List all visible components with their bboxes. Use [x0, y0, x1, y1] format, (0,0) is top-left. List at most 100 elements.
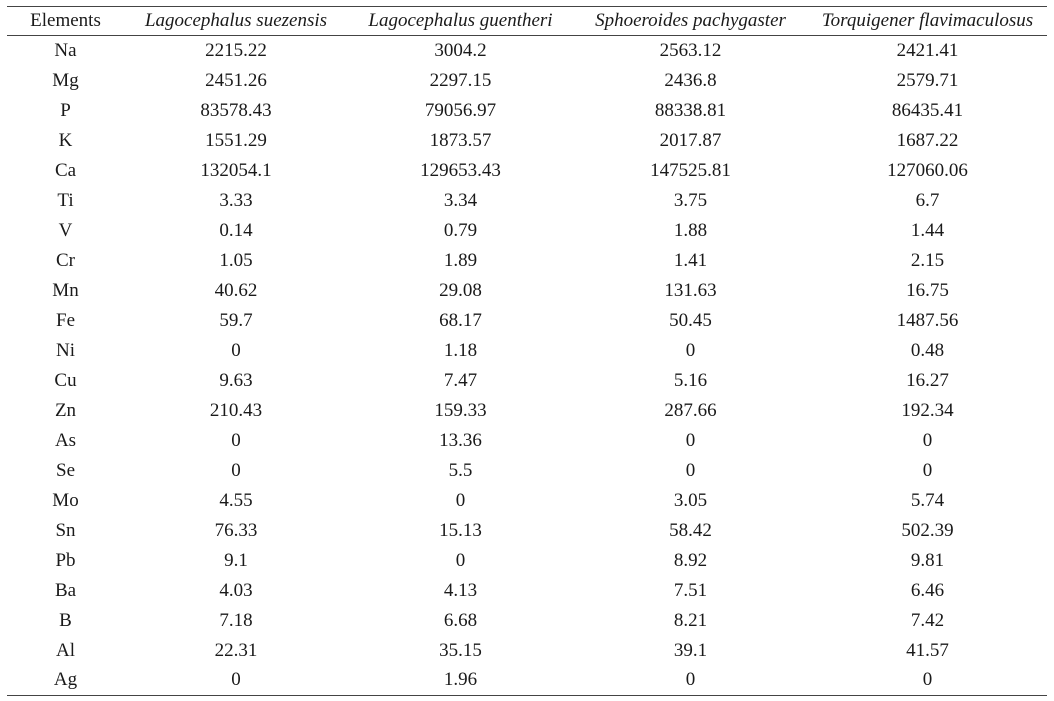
column-header-species: Torquigener flavimaculosus: [808, 6, 1047, 36]
table-row: Ag 0 1.96 0 0: [7, 665, 1047, 696]
table-row: Sn 76.33 15.13 58.42 502.39: [7, 516, 1047, 546]
value-cell: 29.08: [439, 279, 482, 301]
table-row: Mn 40.62 29.08 131.63 16.75: [7, 276, 1047, 306]
value-cell: 7.51: [673, 579, 708, 601]
column-header-species: Sphoeroides pachygaster: [573, 6, 808, 36]
table-row: P 83578.43 79056.97 88338.81 86435.41: [7, 96, 1047, 126]
value-cell: 1.18: [443, 339, 478, 361]
value-cell: 39.1: [673, 639, 708, 661]
value-cell: 58.42: [669, 519, 712, 541]
table-row: Ti 3.33 3.34 3.75 6.7: [7, 186, 1047, 216]
value-cell: 2017.87: [659, 129, 722, 151]
element-concentration-table: Elements Lagocephalus suezensis Lagoceph…: [7, 6, 1047, 696]
value-cell: 5.16: [673, 369, 708, 391]
value-cell: 0: [455, 549, 466, 571]
value-cell: 3004.2: [434, 39, 487, 61]
table-row: Ca 132054.1 129653.43 147525.81 127060.06: [7, 156, 1047, 186]
value-cell: 0: [922, 459, 933, 481]
value-cell: 2.15: [910, 249, 945, 271]
column-header-elements: Elements: [7, 6, 124, 36]
table-row: Ni 0 1.18 0 0.48: [7, 336, 1047, 366]
value-cell: 9.81: [910, 549, 945, 571]
table-row: Cr 1.05 1.89 1.41 2.15: [7, 246, 1047, 276]
value-cell: 0: [685, 429, 696, 451]
value-cell: 68.17: [439, 309, 482, 331]
value-cell: 1.05: [219, 249, 253, 271]
element-cell: Na: [54, 39, 77, 61]
element-cell: Ag: [7, 665, 124, 696]
table-row: Na 2215.22 3004.2 2563.12 2421.41: [7, 36, 1047, 66]
value-cell: 88338.81: [654, 99, 727, 121]
table-row: B 7.18 6.68 8.21 7.42: [7, 606, 1047, 636]
value-cell: 1.41: [673, 249, 708, 271]
element-cell: Cr: [56, 249, 75, 271]
value-cell: 59.7: [219, 309, 253, 331]
value-cell: 3.75: [673, 189, 708, 211]
value-cell: 1.88: [673, 219, 708, 241]
value-cell: 131.63: [664, 279, 717, 301]
table-row: Fe 59.7 68.17 50.45 1487.56: [7, 306, 1047, 336]
value-cell: 192.34: [901, 399, 954, 421]
element-cell: Cu: [54, 369, 77, 391]
element-cell: P: [60, 99, 71, 121]
value-cell: 16.27: [906, 369, 949, 391]
value-cell: 1.44: [910, 219, 945, 241]
value-cell: 7.18: [219, 609, 253, 631]
value-cell: 0: [922, 429, 933, 451]
value-cell: 0.79: [443, 219, 478, 241]
element-cell: Al: [56, 639, 75, 661]
value-cell: 1687.22: [896, 129, 959, 151]
element-cell: Ca: [54, 159, 77, 181]
value-cell: 6.68: [443, 609, 478, 631]
table-row: As 0 13.36 0 0: [7, 426, 1047, 456]
value-cell: 8.92: [673, 549, 708, 571]
element-cell: Mg: [52, 69, 79, 91]
table-row: Se 0 5.5 0 0: [7, 456, 1047, 486]
value-cell: 2451.26: [205, 69, 267, 91]
value-cell: 0: [231, 429, 241, 451]
value-cell: 0: [124, 665, 348, 696]
value-cell: 2436.8: [664, 69, 717, 91]
value-cell: 7.47: [443, 369, 478, 391]
element-cell: V: [58, 219, 73, 241]
value-cell: 0: [573, 665, 808, 696]
value-cell: 1.89: [443, 249, 478, 271]
value-cell: 2297.15: [429, 69, 492, 91]
value-cell: 5.74: [910, 489, 945, 511]
value-cell: 15.13: [439, 519, 482, 541]
value-cell: 0.14: [219, 219, 253, 241]
table-row: Cu 9.63 7.47 5.16 16.27: [7, 366, 1047, 396]
element-cell: Zn: [54, 399, 77, 421]
value-cell: 7.42: [910, 609, 945, 631]
value-cell: 129653.43: [420, 159, 501, 181]
table-row: V 0.14 0.79 1.88 1.44: [7, 216, 1047, 246]
value-cell: 16.75: [906, 279, 949, 301]
column-header-species: Lagocephalus suezensis: [124, 6, 348, 36]
value-cell: 6.46: [910, 579, 945, 601]
value-cell: 147525.81: [650, 159, 731, 181]
table-body: Na 2215.22 3004.2 2563.12 2421.41 Mg 2451.26 22…: [7, 36, 1047, 696]
value-cell: 502.39: [901, 519, 954, 541]
value-cell: 0: [231, 339, 241, 361]
value-cell: 0.48: [910, 339, 945, 361]
value-cell: 40.62: [214, 279, 258, 301]
table-row: Mg 2451.26 2297.15 2436.8 2579.71: [7, 66, 1047, 96]
value-cell: 9.63: [219, 369, 253, 391]
element-cell: Mn: [52, 279, 79, 301]
value-cell: 8.21: [673, 609, 708, 631]
value-cell: 210.43: [209, 399, 263, 421]
value-cell: 5.5: [448, 459, 473, 481]
value-cell: 83578.43: [200, 99, 272, 121]
value-cell: 79056.97: [424, 99, 497, 121]
table-row: Mo 4.55 0 3.05 5.74: [7, 486, 1047, 516]
value-cell: 1487.56: [896, 309, 959, 331]
table-row: Ba 4.03 4.13 7.51 6.46: [7, 576, 1047, 606]
value-cell: 3.33: [219, 189, 253, 211]
element-cell: Ti: [57, 189, 74, 211]
value-cell: 4.13: [443, 579, 478, 601]
value-cell: 50.45: [669, 309, 712, 331]
value-cell: 3.05: [673, 489, 708, 511]
value-cell: 4.55: [219, 489, 253, 511]
value-cell: 4.03: [219, 579, 253, 601]
